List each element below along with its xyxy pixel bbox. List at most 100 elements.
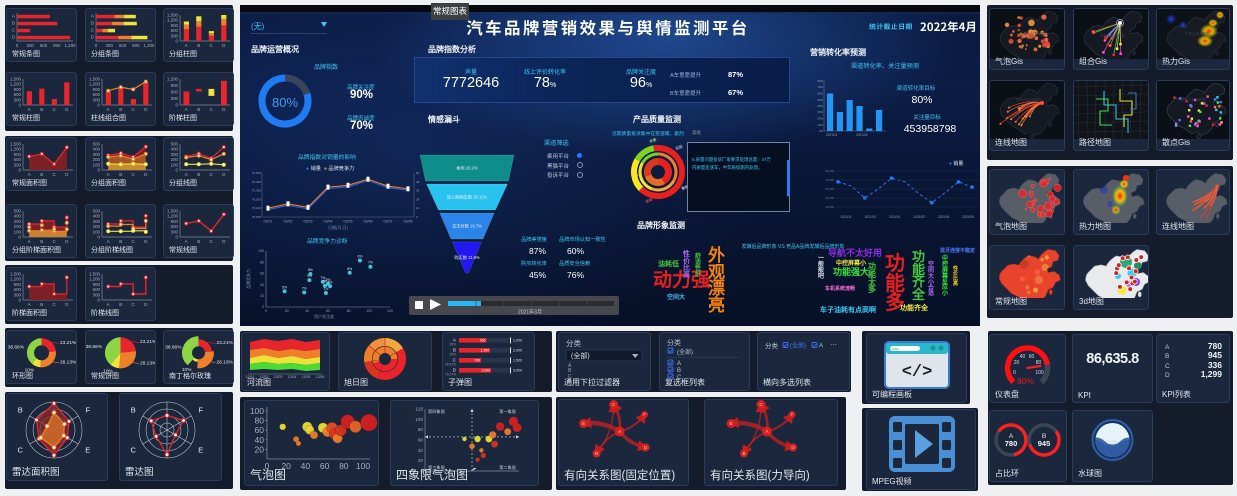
svg-text:1,000: 1,000: [513, 339, 522, 343]
svg-text:03/01: 03/01: [264, 220, 273, 224]
svg-text:5%: 5%: [282, 285, 287, 289]
svg-text:投诉: 投诉: [631, 172, 640, 179]
svg-text:03/03: 03/03: [304, 220, 313, 224]
svg-text:30%: 30%: [817, 110, 823, 114]
svg-text:40%: 40%: [817, 104, 823, 108]
svg-text:B: B: [119, 302, 122, 307]
svg-text:E: E: [85, 446, 90, 455]
svg-text:10%: 10%: [182, 367, 192, 373]
svg-text:700: 700: [474, 358, 480, 362]
svg-text:</>: </>: [902, 363, 933, 382]
svg-text:300: 300: [14, 97, 22, 102]
svg-text:780: 780: [1208, 341, 1222, 351]
svg-text:D: D: [222, 172, 226, 177]
svg-text:300: 300: [93, 152, 101, 157]
svg-text:60: 60: [320, 461, 330, 471]
svg-text:C: C: [677, 375, 682, 381]
svg-text:0: 0: [176, 168, 179, 173]
svg-text:600: 600: [14, 92, 22, 97]
svg-text:7%: 7%: [302, 286, 307, 290]
svg-text:50,000: 50,000: [825, 196, 834, 200]
svg-text:300: 300: [106, 43, 114, 48]
svg-text:1,200: 1,200: [167, 214, 179, 219]
svg-text:12/01: 12/01: [246, 375, 255, 379]
svg-text:20: 20: [281, 461, 291, 471]
svg-text:0: 0: [98, 235, 101, 240]
svg-text:0: 0: [176, 103, 179, 108]
svg-text:0: 0: [19, 168, 22, 173]
svg-text:2021/04: 2021/04: [856, 133, 868, 137]
svg-text:300: 300: [171, 33, 179, 38]
svg-text:60%: 60%: [817, 92, 823, 96]
svg-text:(全部): (全部): [571, 351, 590, 360]
svg-text:900: 900: [93, 87, 101, 92]
svg-text:1,500: 1,500: [89, 272, 101, 277]
svg-text:A: A: [28, 302, 32, 307]
svg-text:B: B: [40, 172, 43, 177]
svg-text:60,000: 60,000: [825, 187, 834, 191]
svg-text:60: 60: [1029, 354, 1035, 360]
svg-text:质量: 质量: [649, 137, 658, 144]
svg-text:(全部): (全部): [790, 342, 806, 350]
svg-text:500: 500: [171, 142, 179, 147]
svg-text:0: 0: [16, 43, 19, 48]
svg-text:1,200: 1,200: [89, 82, 101, 87]
svg-text:7%: 7%: [320, 276, 325, 280]
svg-text:1,500: 1,500: [10, 272, 22, 277]
svg-text:C: C: [12, 28, 16, 33]
svg-text:D: D: [144, 239, 148, 244]
svg-text:200: 200: [93, 157, 101, 162]
svg-text:36: 36: [416, 189, 420, 193]
svg-text:第三象限: 第三象限: [428, 464, 446, 471]
svg-text:第四象限: 第四象限: [428, 408, 446, 415]
svg-text:5%: 5%: [326, 278, 331, 282]
svg-text:D: D: [222, 239, 226, 244]
svg-text:0: 0: [98, 168, 101, 173]
svg-text:28.13%: 28.13%: [60, 360, 76, 366]
svg-text:中华人民共和国: 中华人民共和国: [1185, 31, 1210, 36]
svg-text:60: 60: [418, 438, 424, 443]
svg-text:2021/02: 2021/02: [913, 215, 925, 219]
svg-text:C: C: [53, 107, 57, 112]
svg-text:中华人民共和国: 中华人民共和国: [1016, 97, 1041, 102]
svg-text:28.13%: 28.13%: [217, 359, 234, 365]
svg-text:400: 400: [93, 214, 101, 219]
svg-text:900: 900: [171, 219, 179, 224]
svg-text:80: 80: [1036, 360, 1042, 366]
svg-text:300: 300: [27, 43, 35, 48]
svg-text:去支付数 19.7%: 去支付数 19.7%: [452, 223, 482, 230]
svg-text:600: 600: [93, 287, 101, 292]
svg-text:900: 900: [14, 282, 22, 287]
svg-text:80: 80: [418, 427, 424, 432]
svg-text:1,300: 1,300: [481, 348, 490, 352]
svg-text:0: 0: [98, 298, 101, 303]
svg-text:38.66%: 38.66%: [165, 345, 182, 351]
svg-text:A: A: [819, 344, 823, 350]
svg-text:A: A: [12, 14, 16, 19]
svg-text:7%: 7%: [322, 280, 327, 284]
svg-text:600: 600: [171, 28, 179, 33]
svg-text:03/06: 03/06: [364, 220, 373, 224]
svg-text:0: 0: [19, 298, 22, 303]
svg-text:B: B: [197, 107, 200, 112]
svg-text:2021/11: 2021/11: [840, 215, 852, 219]
svg-text:0: 0: [262, 305, 264, 309]
svg-text:900: 900: [171, 23, 179, 28]
svg-text:中华人民共和国: 中华人民共和国: [1100, 33, 1125, 38]
svg-text:900: 900: [14, 152, 22, 157]
svg-text:76,000: 76,000: [252, 215, 262, 219]
svg-text:100: 100: [93, 162, 101, 167]
svg-text:28.13%: 28.13%: [140, 361, 155, 367]
svg-text:C: C: [132, 172, 136, 177]
svg-text:1%: 1%: [323, 287, 328, 291]
svg-text:2,000: 2,000: [513, 349, 522, 353]
svg-text:0%: 0%: [819, 129, 824, 133]
svg-text:故障: 故障: [645, 197, 654, 204]
svg-text:F: F: [643, 412, 646, 417]
svg-text:D: D: [644, 445, 648, 450]
svg-text:86,635.8: 86,635.8: [1086, 351, 1139, 367]
svg-text:40,000: 40,000: [825, 205, 834, 209]
svg-text:1,200: 1,200: [10, 82, 22, 87]
svg-text:100: 100: [1035, 370, 1044, 376]
svg-text:B: B: [453, 348, 456, 353]
